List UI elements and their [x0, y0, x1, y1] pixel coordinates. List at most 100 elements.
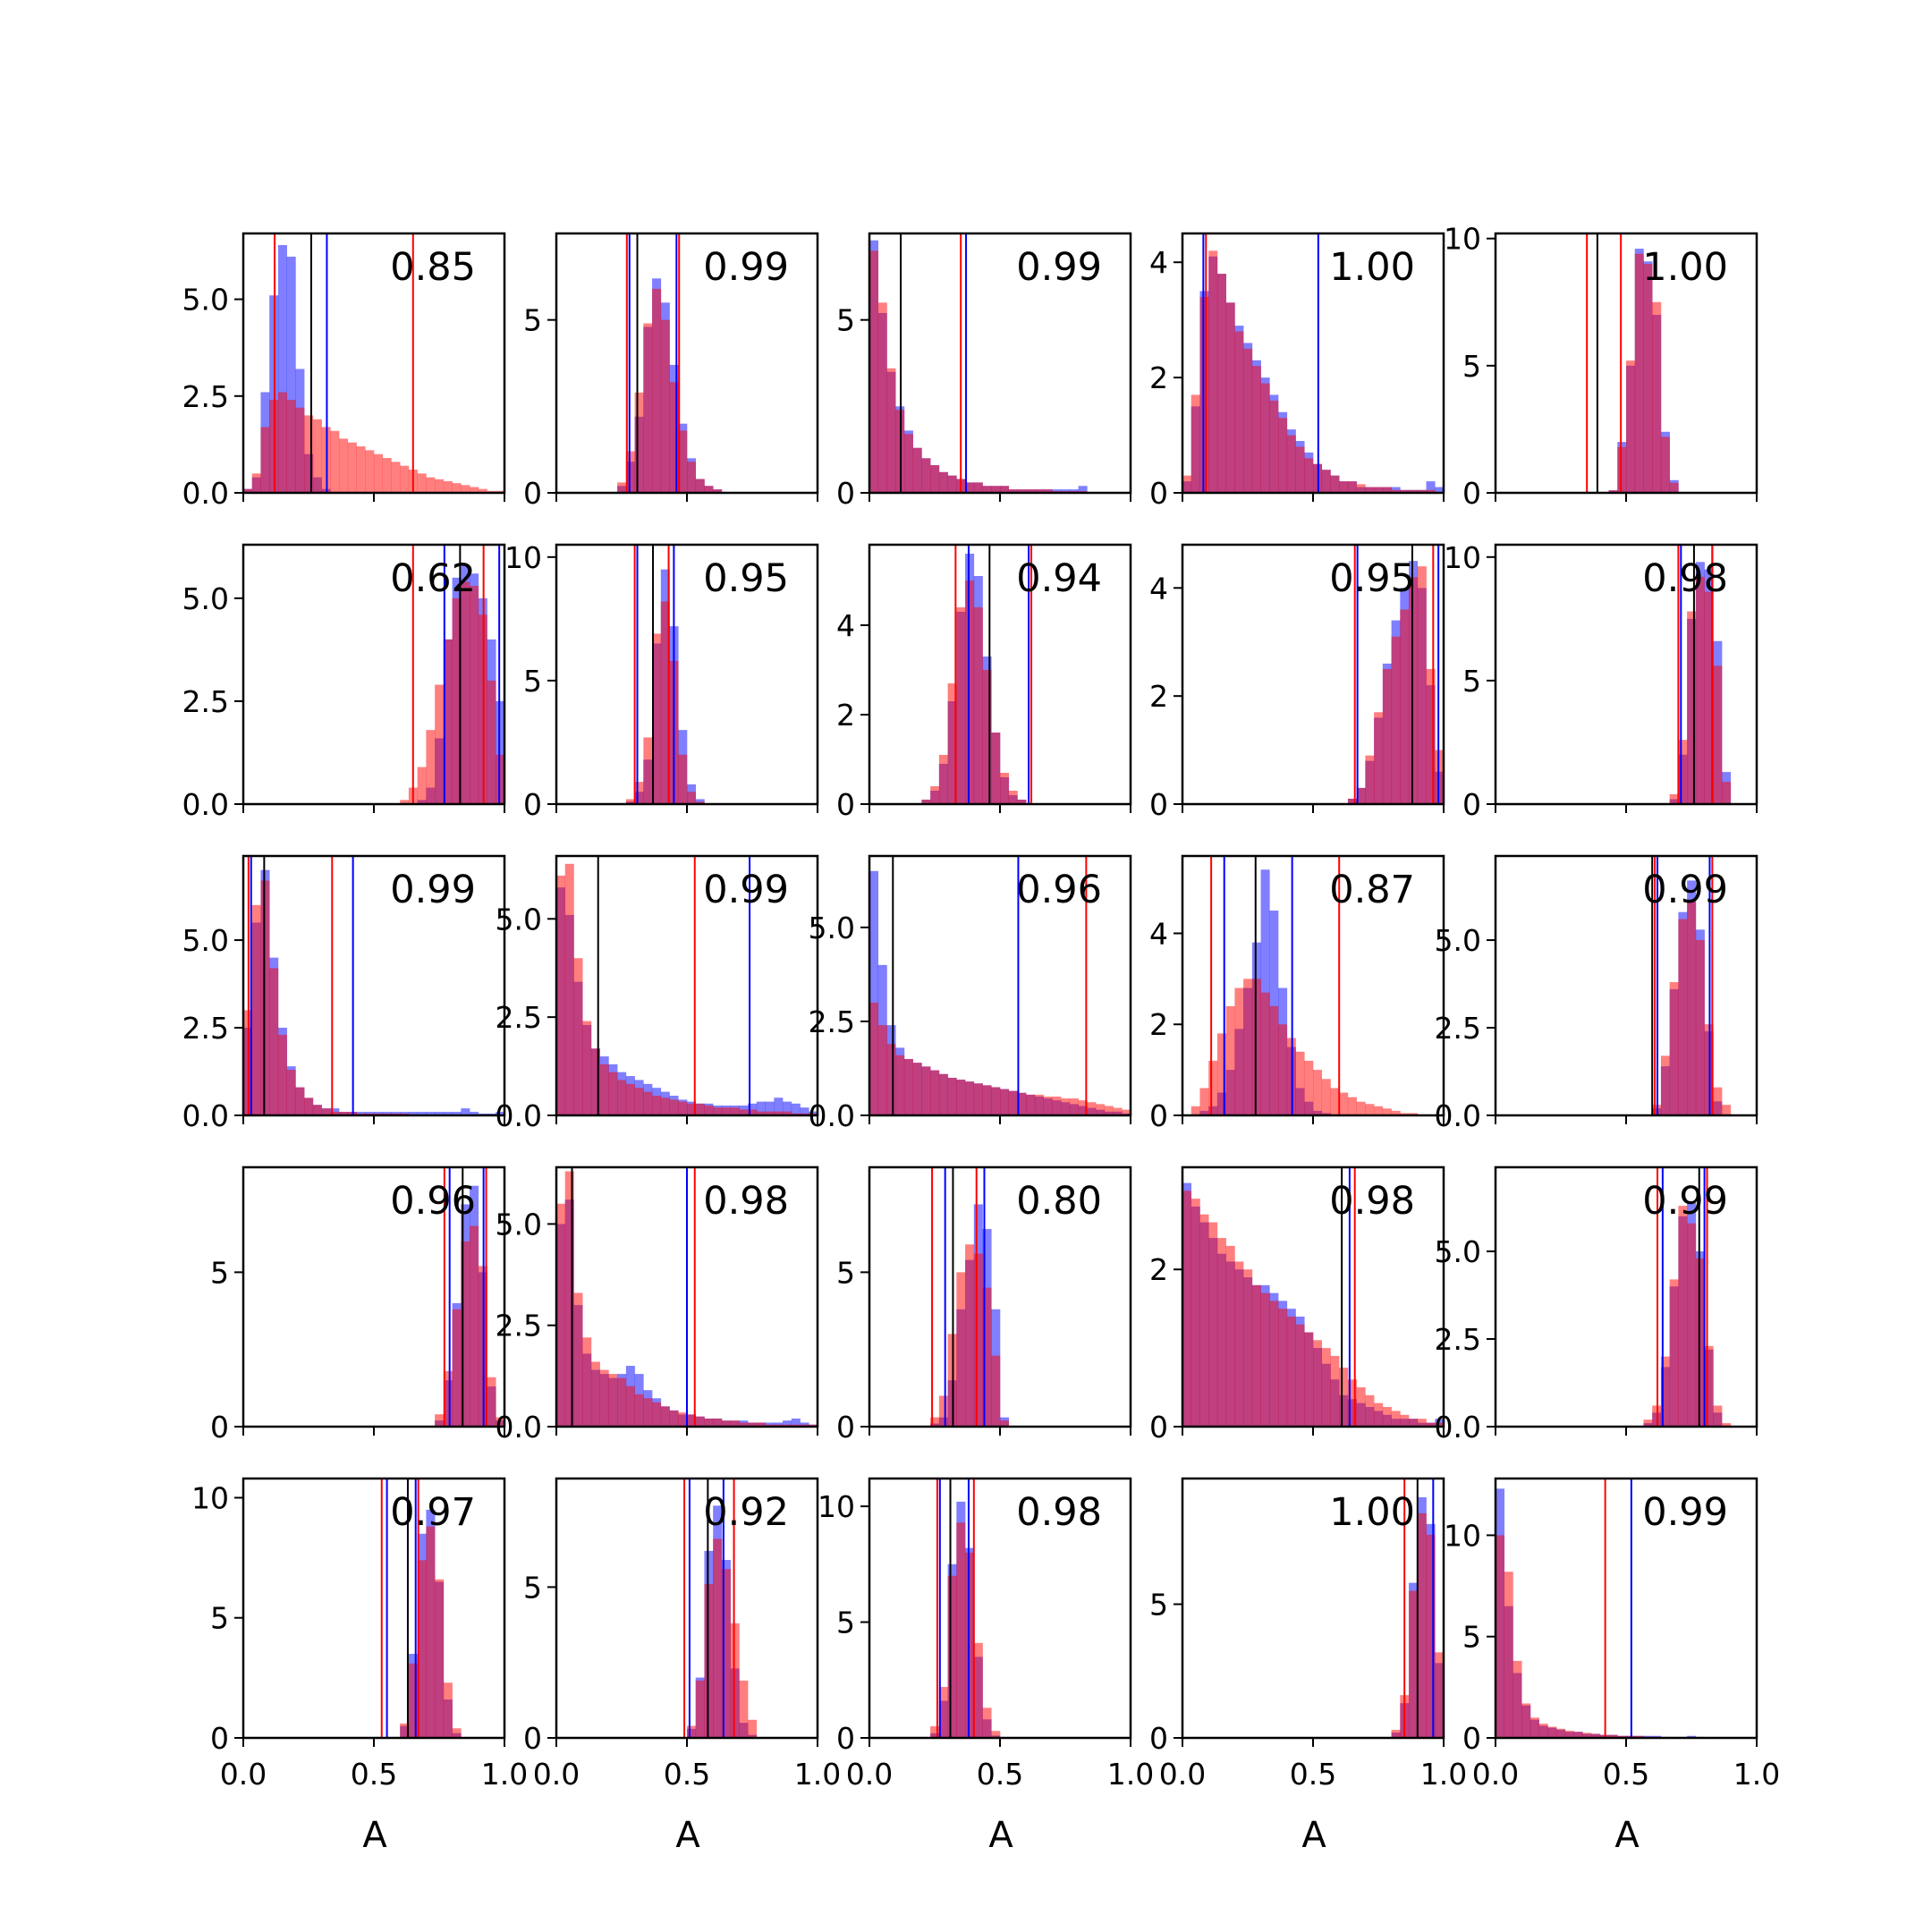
bar-series_a [748, 1103, 758, 1115]
bar-series_b [877, 302, 887, 493]
bar-series_b [1409, 1419, 1419, 1427]
bar-series_b [669, 1099, 679, 1115]
y-tick-label: 10 [1444, 540, 1481, 575]
panel-annotation: 0.95 [703, 556, 789, 601]
bar-series_b [330, 1112, 340, 1115]
histogram-series_b [1669, 576, 1732, 804]
bar-series_b [1321, 470, 1331, 493]
bar-series_b [965, 482, 975, 493]
bar-series_b [739, 1422, 749, 1427]
y-tick-label: 0 [210, 1721, 229, 1756]
panel-4-2: 0.0 2.5 5.0 0.98 [496, 1165, 819, 1445]
y-tick-label: 2 [1149, 360, 1168, 395]
bar-series_b [1234, 987, 1244, 1115]
bar-series_b [625, 451, 635, 493]
bar-series_b [461, 1241, 470, 1427]
y-tick-label: 0.0 [182, 476, 229, 511]
histogram-series_b [1182, 250, 1436, 493]
panel-5-1: 0.0 0.5 1.0 0 5 10 0.97 [191, 1477, 528, 1792]
x-tick-label: 0.5 [664, 1757, 710, 1792]
bar-series_b [1008, 1090, 1018, 1115]
bar-series_b [947, 683, 957, 804]
bar-series_b [886, 1044, 896, 1115]
y-tick-label: 0 [1149, 1098, 1168, 1133]
bar-series_b [1304, 1060, 1314, 1115]
y-tick-label: 0.0 [496, 1098, 542, 1133]
bar-series_b [1356, 484, 1366, 493]
bar-series_b [973, 1642, 983, 1738]
bar-series_a [869, 870, 879, 1115]
bar-series_b [269, 968, 279, 1115]
bar-series_b [1216, 274, 1226, 493]
bar-series_b [1199, 296, 1209, 493]
panel-annotation: 0.99 [1016, 245, 1102, 290]
y-tick-label: 2.5 [1435, 1322, 1481, 1357]
y-tick-label: 2.5 [182, 1011, 229, 1046]
bar-series_b [461, 581, 470, 804]
panel-annotation: 0.98 [1329, 1179, 1415, 1224]
bar-series_b [1356, 787, 1366, 805]
bar-series_b [1052, 1096, 1062, 1115]
bar-series_b [1382, 1407, 1392, 1427]
bar-series_a [1078, 486, 1088, 493]
bar-series_b [443, 639, 453, 804]
x-axis-label-col1: A [362, 1815, 387, 1856]
plot-area [869, 1479, 1131, 1738]
bar-series_b [695, 1103, 705, 1115]
bar-series_b [590, 1048, 600, 1115]
bar-series_b [1295, 1051, 1305, 1115]
bar-series_b [921, 1066, 931, 1115]
bar-series_b [1660, 436, 1670, 493]
bar-series_b [1713, 1405, 1723, 1427]
bar-series_b [1409, 489, 1419, 493]
panel-4-1: 050.96 [210, 1165, 506, 1445]
y-tick-label: 10 [191, 1480, 229, 1515]
bar-series_b [1687, 901, 1697, 1115]
panel-annotation: 0.99 [703, 245, 789, 290]
bar-series_b [1347, 1379, 1357, 1427]
bar-series_b [1591, 1733, 1601, 1738]
bar-series_b [643, 1091, 653, 1115]
bar-series_b [304, 1097, 314, 1115]
bar-series_b [1582, 1733, 1592, 1738]
bar-series_b [286, 1070, 296, 1115]
x-axis-label-col2: A [675, 1815, 700, 1856]
bar-series_b [1513, 1660, 1522, 1738]
bar-series_b [912, 447, 922, 493]
bar-series_b [496, 754, 505, 804]
bar-series_b [625, 799, 635, 804]
bar-series_b [1704, 1345, 1714, 1427]
bar-series_b [1096, 1104, 1106, 1115]
panel-1-4: 0 2 4 1.00 [1149, 232, 1445, 511]
bar-series_b [1409, 1113, 1419, 1115]
histogram-series_b [1608, 253, 1679, 493]
y-tick-label: 10 [1444, 222, 1481, 257]
bar-series_b [1199, 1088, 1209, 1115]
bar-series_b [400, 800, 410, 804]
bar-series_b [1260, 383, 1270, 493]
panel-annotation: 0.96 [390, 1179, 476, 1224]
bar-series_b [599, 1369, 609, 1427]
panel-annotation: 0.98 [1642, 556, 1728, 601]
y-tick-label: 5.0 [182, 283, 229, 318]
y-tick-label: 5 [523, 664, 542, 699]
bar-series_b [478, 488, 487, 493]
bar-series_b [1400, 1414, 1410, 1427]
bar-series_b [251, 904, 261, 1115]
bar-series_b [1286, 435, 1296, 493]
panel-1-3: 050.99 [836, 232, 1132, 511]
bar-series_b [982, 1707, 992, 1738]
histogram-series_b [930, 1522, 1001, 1738]
bar-series_b [1538, 1724, 1548, 1738]
bar-series_b [652, 633, 662, 804]
bar-series_b [374, 453, 384, 493]
plot-area [1182, 1479, 1444, 1738]
bar-series_b [877, 1025, 887, 1115]
bar-series_b [704, 486, 714, 493]
bar-series_b [1269, 400, 1279, 493]
bar-series_b [1669, 482, 1679, 493]
bar-series_b [704, 1418, 714, 1427]
panel-annotation: 0.94 [1016, 556, 1102, 601]
y-tick-label: 10 [818, 1489, 855, 1524]
y-tick-label: 5 [1462, 664, 1481, 699]
